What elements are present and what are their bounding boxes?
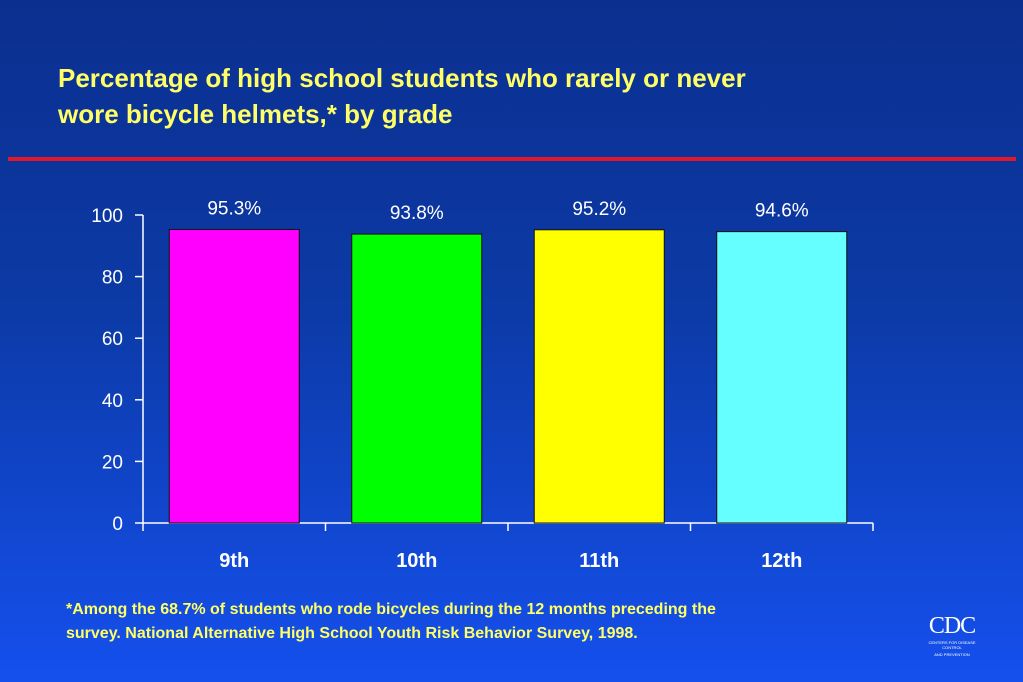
slide-title: Percentage of high school students who r… <box>58 60 958 132</box>
y-tick-label: 40 <box>102 391 123 412</box>
title-divider <box>8 157 1016 161</box>
bar-11th <box>533 229 665 524</box>
y-tick-label: 80 <box>102 268 123 289</box>
footnote-line-2: survey. National Alternative High School… <box>66 625 638 642</box>
data-label: 93.8% <box>390 203 444 224</box>
title-line-2: wore bicycle helmets,* by grade <box>58 99 453 129</box>
x-tick-label: 11th <box>579 550 619 572</box>
cdc-logo: CDC CENTERS FOR DISEASE CONTROL AND PREV… <box>920 614 984 657</box>
data-label: 94.6% <box>755 201 809 222</box>
footnote: *Among the 68.7% of students who rode bi… <box>66 598 906 646</box>
y-tick-label: 60 <box>102 329 123 350</box>
y-tick-label: 20 <box>102 452 123 473</box>
y-tick-label: 100 <box>91 206 123 227</box>
bar-9th <box>168 228 300 524</box>
x-tick-label: 12th <box>761 550 802 572</box>
title-line-1: Percentage of high school students who r… <box>58 63 746 93</box>
footnote-line-1: *Among the 68.7% of students who rode bi… <box>66 601 716 618</box>
y-tick-label: 0 <box>112 514 123 535</box>
cdc-logo-sub-2: AND PREVENTION <box>934 652 970 657</box>
x-tick-label: 10th <box>396 550 437 572</box>
cdc-logo-mark: CDC <box>928 613 976 639</box>
data-label: 95.2% <box>572 199 626 220</box>
bar-10th <box>351 233 483 524</box>
bar-12th <box>716 231 848 524</box>
x-tick-label: 9th <box>219 550 249 572</box>
cdc-logo-sub-1: CENTERS FOR DISEASE CONTROL <box>928 640 976 650</box>
data-label: 95.3% <box>207 198 261 219</box>
